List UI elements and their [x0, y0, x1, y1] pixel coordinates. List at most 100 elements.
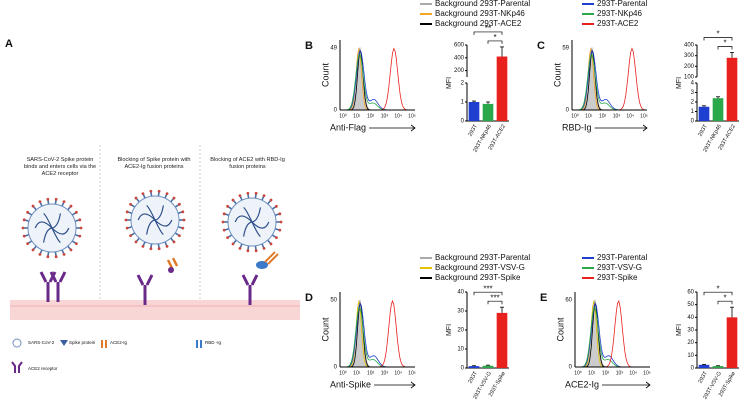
x-tick-label: 10¹	[353, 113, 361, 119]
ace2-receptor	[49, 271, 67, 302]
spike-head	[165, 192, 169, 196]
significance-bracket	[717, 300, 733, 305]
histogram-curve	[340, 47, 415, 111]
histogram-curve	[340, 306, 415, 368]
legend-icon	[196, 340, 202, 348]
bar	[726, 57, 738, 121]
spike-head	[79, 226, 83, 230]
legend-label: Background 293T-Parental	[435, 253, 530, 262]
histogram-curve	[575, 299, 650, 368]
spike-head	[26, 242, 30, 246]
bar	[712, 366, 724, 368]
spike-head	[129, 202, 133, 206]
x-tick-label: 293T	[468, 370, 480, 384]
spike-head	[165, 244, 169, 248]
y-tick-label: 0	[691, 366, 695, 372]
y-tick-label: 3	[691, 90, 695, 96]
spike-head	[181, 210, 185, 214]
spike-head	[177, 234, 181, 238]
x-tick-label: 10¹	[353, 370, 361, 376]
x-axis-label: Anti-Flag	[330, 122, 366, 132]
spike-head	[269, 242, 273, 246]
y-tick-label: 60	[565, 298, 572, 304]
rna	[251, 207, 261, 223]
legend-label: Background 293T-ACE2	[435, 19, 522, 28]
bar	[496, 312, 508, 368]
histogram-curve	[340, 49, 415, 111]
legend-label: 293T-ACE2	[597, 19, 639, 28]
rna	[51, 227, 61, 244]
x-tick-label: 10⁵	[408, 370, 416, 376]
legend-label: Background 293T-Parental	[435, 0, 530, 8]
spike-head	[46, 197, 50, 201]
spike-head	[26, 210, 30, 214]
y-tick-label: 2	[461, 81, 465, 87]
legend-label: ACE2-Ig	[110, 340, 128, 345]
bar	[468, 102, 480, 121]
rna	[154, 219, 173, 227]
spike-head	[172, 196, 176, 200]
virus-illustrations	[21, 189, 283, 305]
panel-label: D	[305, 292, 313, 304]
spike-head	[274, 204, 278, 208]
spike-head	[74, 242, 78, 246]
x-tick-label: 10⁴	[629, 370, 637, 376]
y-tick-label: 50	[330, 298, 337, 304]
spike-head	[246, 249, 250, 253]
bar	[698, 364, 710, 368]
spike-head	[262, 194, 266, 198]
spike-head	[46, 255, 50, 259]
spike-head	[269, 198, 273, 202]
histogram-curve	[340, 302, 415, 368]
spike-head	[38, 200, 42, 204]
bar	[726, 317, 738, 368]
x-tick-label: 10³	[616, 370, 624, 376]
rna	[43, 227, 53, 243]
spike-head	[134, 196, 138, 200]
histogram-curve	[572, 47, 648, 111]
legend-label: ACE2 receptor	[28, 366, 58, 371]
spike-head	[222, 228, 226, 232]
spike-head	[157, 247, 161, 251]
y-tick-label: 30	[687, 328, 694, 334]
y-axis-label: Count	[555, 317, 565, 342]
caption: SARS-CoV-2 Spike protein binds and enter…	[23, 157, 97, 177]
legend-label: Background 293T-VSV-G	[435, 263, 525, 272]
rbd-ig-arms	[264, 251, 279, 265]
x-tick-label: 10²	[602, 370, 610, 376]
bar	[698, 106, 710, 121]
rna	[51, 213, 61, 229]
spike-head	[125, 210, 129, 214]
y-tick-label: 0	[334, 365, 338, 371]
panel-label: C	[537, 40, 545, 52]
spike-head	[172, 240, 176, 244]
y-axis-label: MFI	[676, 324, 683, 336]
rna	[154, 219, 164, 236]
spike-head	[254, 191, 258, 195]
significance-bracket	[717, 46, 733, 50]
y-tick-label: 50	[687, 302, 694, 308]
x-tick-label: 10⁵	[408, 113, 416, 119]
spike-head	[62, 200, 66, 204]
rna	[243, 221, 253, 237]
spike-head	[274, 236, 278, 240]
spike-head	[134, 240, 138, 244]
significance-label: *	[493, 33, 496, 42]
spike-head	[54, 197, 58, 201]
histogram-curve	[340, 53, 415, 111]
y-axis-label: MFI	[676, 77, 683, 89]
legend-label: 293T-Parental	[597, 0, 647, 8]
y-tick-label: 4	[691, 81, 695, 87]
spike-head	[231, 242, 235, 246]
y-tick-label: 0	[461, 119, 465, 125]
spike-head	[78, 234, 82, 238]
bar	[482, 365, 494, 368]
rna	[146, 219, 156, 235]
legend-label: 293T-NKp46	[597, 9, 642, 18]
histogram-curve	[575, 302, 650, 368]
y-tick-label: 1	[461, 100, 465, 106]
spike-head	[246, 191, 250, 195]
spike-head	[38, 252, 42, 256]
y-tick-label: 100	[684, 75, 695, 81]
ace2-receptor	[241, 274, 259, 305]
